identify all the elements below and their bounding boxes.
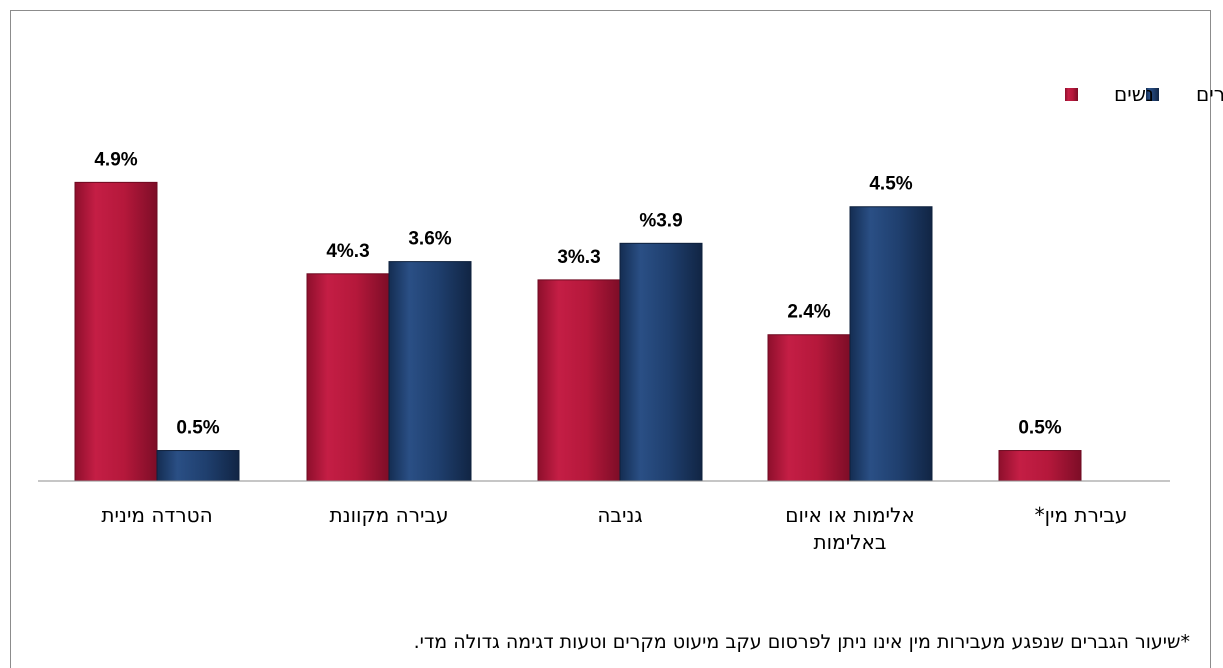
legend-swatch-men (1146, 88, 1159, 101)
footnote: *שיעור הגברים שנפגע מעבירות מין אינו נית… (413, 631, 1190, 653)
data-label-women-0: 4.9% (94, 149, 137, 170)
bar-women-3 (767, 334, 851, 482)
bar-men-3 (849, 206, 933, 482)
data-label-men-2: %3.9 (639, 210, 682, 231)
data-label-women-4: 0.5% (1018, 418, 1061, 439)
legend-label-men: גברים (1196, 82, 1223, 106)
legend-swatch-women (1065, 88, 1078, 101)
bar-women-0 (74, 181, 158, 482)
data-label-women-1: 4%.3 (326, 241, 369, 262)
category-label-2: גניבה (597, 503, 642, 527)
data-label-men-3: 4.5% (869, 174, 912, 195)
category-label-1: עבירה מקוונת (329, 503, 448, 527)
category-label-0: הטרדה מינית (101, 503, 212, 527)
bar-men-0 (156, 450, 240, 482)
bar-women-2 (537, 279, 621, 482)
data-label-men-0: 0.5% (176, 418, 219, 439)
bar-men-1 (388, 261, 472, 482)
data-label-men-1: 3.6% (408, 229, 451, 250)
category-label-4: עבירת מין* (1035, 503, 1128, 527)
legend-label-women: נשים (1114, 82, 1154, 106)
category-label-3: באלימות (814, 530, 887, 554)
bar-men-2 (619, 242, 703, 482)
data-label-women-2: 3%.3 (557, 247, 600, 268)
category-label-3: אלימות או איום (785, 503, 914, 527)
bar-women-4 (998, 450, 1082, 482)
bar-women-1 (306, 273, 390, 482)
data-label-women-3: 2.4% (787, 302, 830, 323)
